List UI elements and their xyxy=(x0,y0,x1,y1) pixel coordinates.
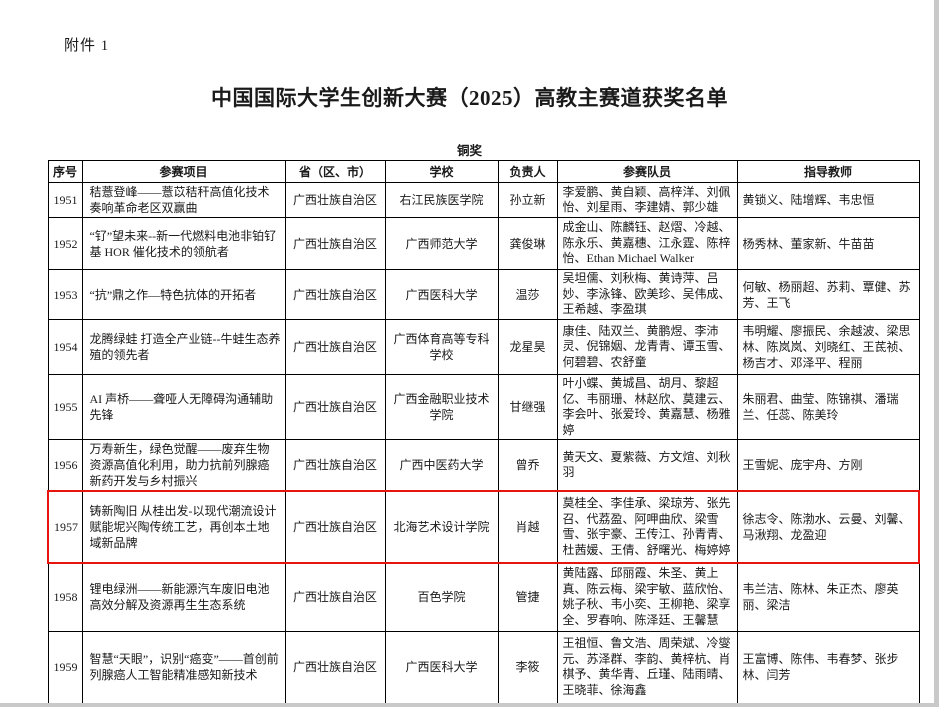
cell-advisors: 徐志令、陈渤水、云曼、刘馨、马湫翔、龙盈迎 xyxy=(736,490,920,564)
col-header-project: 参赛项目 xyxy=(81,160,286,183)
cell-advisors: 王雪妮、庞宇舟、方刚 xyxy=(736,439,920,492)
cell-province: 广西壮族自治区 xyxy=(284,374,386,440)
cell-advisors: 朱丽君、曲莹、陈锦祺、潘瑞兰、任蕊、陈美玲 xyxy=(736,374,920,440)
cell-school: 广西医科大学 xyxy=(384,269,499,320)
cell-index: 1956 xyxy=(47,439,83,492)
cell-leader: 温莎 xyxy=(497,269,558,320)
cell-members: 康佳、陆双兰、黄鹏煜、李沛灵、倪锦姻、龙青青、谭玉雪、何碧碧、农舒童 xyxy=(556,319,738,375)
cell-leader: 龙星昊 xyxy=(497,319,558,375)
cell-leader: 管捷 xyxy=(497,562,558,632)
cell-school: 广西体育高等专科学校 xyxy=(384,319,499,375)
cell-advisors: 韦兰洁、陈林、朱正杰、廖英丽、梁洁 xyxy=(736,562,920,632)
cell-project: “抗”鼎之作—特色抗体的开拓者 xyxy=(81,269,286,320)
table-row: 1959 智慧“天眼”，识别“癌变”——首创前列腺癌人工智能精准感知新技术 广西… xyxy=(47,630,920,704)
attachment-label: 附件 1 xyxy=(64,38,110,54)
cell-members: 黄天文、夏紫薇、方文煊、刘秋羽 xyxy=(556,439,738,492)
table-row: 1954 龙腾绿蛙 打造全产业链--牛蛙生态养殖的领先者 广西壮族自治区 广西体… xyxy=(47,319,920,375)
table-row: 1958 锂电绿洲——新能源汽车废旧电池高效分解及资源再生生态系统 广西壮族自治… xyxy=(47,562,920,632)
cell-index: 1955 xyxy=(47,374,83,440)
cell-project: “钌”望未来--新一代燃料电池非铂钌基 HOR 催化技术的领航者 xyxy=(81,217,286,270)
table-row: 1952 “钌”望未来--新一代燃料电池非铂钌基 HOR 催化技术的领航者 广西… xyxy=(47,217,920,270)
cell-index: 1959 xyxy=(47,630,83,704)
cell-province: 广西壮族自治区 xyxy=(284,562,386,632)
page-edge-right xyxy=(934,0,939,707)
col-header-members: 参赛队员 xyxy=(556,160,738,183)
cell-project: 智慧“天眼”，识别“癌变”——首创前列腺癌人工智能精准感知新技术 xyxy=(81,630,286,704)
cell-leader: 肖越 xyxy=(497,490,558,564)
page-edge-bottom xyxy=(0,703,939,707)
table-header-row: 序号 参赛项目 省（区、市） 学校 负责人 参赛队员 指导教师 xyxy=(47,160,920,183)
cell-advisors: 何敏、杨丽超、苏莉、覃健、苏芳、王飞 xyxy=(736,269,920,320)
col-header-leader: 负责人 xyxy=(497,160,558,183)
cell-project: 万寿新生，绿色觉醒——废弃生物资源高值化利用，助力抗前列腺癌新药开发与乡村振兴 xyxy=(81,439,286,492)
cell-province: 广西壮族自治区 xyxy=(284,630,386,704)
cell-index: 1957 xyxy=(47,490,83,564)
cell-members: 叶小蝶、黄城昌、胡月、黎超亿、韦丽珊、林赵欣、莫建云、李会叶、张爱玲、黄嘉慧、杨… xyxy=(556,374,738,440)
table-row: 1956 万寿新生，绿色觉醒——废弃生物资源高值化利用，助力抗前列腺癌新药开发与… xyxy=(47,439,920,492)
cell-index: 1952 xyxy=(47,217,83,270)
cell-school: 广西师范大学 xyxy=(384,217,499,270)
cell-members: 成金山、陈麟钰、赵熠、冷越、陈永乐、黄嘉穗、江永霆、陈梓怡、Ethan Mich… xyxy=(556,217,738,270)
cell-province: 广西壮族自治区 xyxy=(284,217,386,270)
col-header-province: 省（区、市） xyxy=(284,160,386,183)
table-row: 1953 “抗”鼎之作—特色抗体的开拓者 广西壮族自治区 广西医科大学 温莎 吴… xyxy=(47,269,920,320)
award-table: 序号 参赛项目 省（区、市） 学校 负责人 参赛队员 指导教师 1951 秸薏登… xyxy=(47,160,920,704)
cell-leader: 龚俊琳 xyxy=(497,217,558,270)
cell-school: 右江民族医学院 xyxy=(384,182,499,218)
cell-project: 铸新陶旧 从桂出发-以现代潮流设计赋能坭兴陶传统工艺，再创本土地域新品牌 xyxy=(81,490,286,564)
cell-leader: 曾乔 xyxy=(497,439,558,492)
cell-advisors: 黄锁义、陆增辉、韦忠恒 xyxy=(736,182,920,218)
cell-school: 广西金融职业技术学院 xyxy=(384,374,499,440)
cell-province: 广西壮族自治区 xyxy=(284,269,386,320)
cell-index: 1954 xyxy=(47,319,83,375)
cell-advisors: 王富博、陈伟、韦春梦、张步林、闫芳 xyxy=(736,630,920,704)
cell-province: 广西壮族自治区 xyxy=(284,319,386,375)
cell-index: 1953 xyxy=(47,269,83,320)
cell-leader: 李筱 xyxy=(497,630,558,704)
cell-members: 李爱鹏、黄自颖、高梓洋、刘佩怡、刘星雨、李建婧、郭少雄 xyxy=(556,182,738,218)
cell-school: 北海艺术设计学院 xyxy=(384,490,499,564)
cell-province: 广西壮族自治区 xyxy=(284,439,386,492)
award-tier-label: 铜奖 xyxy=(456,144,482,158)
cell-school: 广西医科大学 xyxy=(384,630,499,704)
cell-project: 锂电绿洲——新能源汽车废旧电池高效分解及资源再生生态系统 xyxy=(81,562,286,632)
col-header-advisors: 指导教师 xyxy=(736,160,920,183)
cell-index: 1951 xyxy=(47,182,83,218)
cell-project: AI 声桥——聋哑人无障碍沟通辅助先锋 xyxy=(81,374,286,440)
page-title: 中国国际大学生创新大赛（2025）高教主赛道获奖名单 xyxy=(211,86,728,110)
col-header-school: 学校 xyxy=(384,160,499,183)
cell-members: 吴坦儒、刘秋梅、黄诗萍、吕妙、李泳锋、欧美珍、吴伟成、王希越、李盈琪 xyxy=(556,269,738,320)
cell-index: 1958 xyxy=(47,562,83,632)
cell-advisors: 杨秀林、董家新、牛苗苗 xyxy=(736,217,920,270)
cell-leader: 孙立新 xyxy=(497,182,558,218)
table-row-highlighted: 1957 铸新陶旧 从桂出发-以现代潮流设计赋能坭兴陶传统工艺，再创本土地域新品… xyxy=(47,490,920,564)
table-row: 1951 秸薏登峰——薏苡秸秆高值化技术奏响革命老区双赢曲 广西壮族自治区 右江… xyxy=(47,182,920,218)
cell-advisors: 韦明耀、廖振民、余越波、梁思林、陈岚岚、刘晓红、王茋祯、杨吉才、邓泽平、程丽 xyxy=(736,319,920,375)
cell-leader: 甘继强 xyxy=(497,374,558,440)
cell-province: 广西壮族自治区 xyxy=(284,182,386,218)
cell-province: 广西壮族自治区 xyxy=(284,490,386,564)
col-header-index: 序号 xyxy=(47,160,83,183)
cell-members: 王祖恒、鲁文浩、周荣斌、冷燮元、苏泽群、李韵、黄梓杭、肖棋予、黄华青、丘瑾、陆雨… xyxy=(556,630,738,704)
cell-members: 莫桂全、李佳承、梁琼芳、张先召、代荔盈、阿呷曲欣、梁雪雪、张宇豪、王传江、孙青青… xyxy=(556,490,738,564)
table-row: 1955 AI 声桥——聋哑人无障碍沟通辅助先锋 广西壮族自治区 广西金融职业技… xyxy=(47,374,920,440)
cell-project: 龙腾绿蛙 打造全产业链--牛蛙生态养殖的领先者 xyxy=(81,319,286,375)
cell-members: 黄陆露、邱丽霞、朱圣、黄上真、陈云梅、梁宇敏、蓝欣怡、姚子秋、韦小奕、王柳艳、梁… xyxy=(556,562,738,632)
cell-school: 广西中医药大学 xyxy=(384,439,499,492)
cell-project: 秸薏登峰——薏苡秸秆高值化技术奏响革命老区双赢曲 xyxy=(81,182,286,218)
cell-school: 百色学院 xyxy=(384,562,499,632)
